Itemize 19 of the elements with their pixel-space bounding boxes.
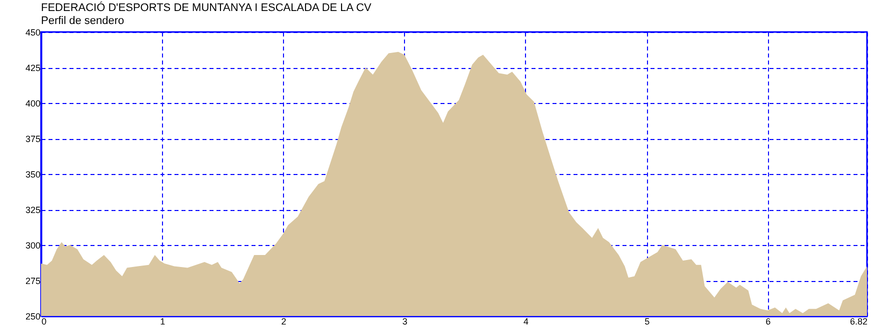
y-tick-label: 450 (25, 28, 40, 38)
x-tick-label: 5 (644, 316, 650, 326)
x-tick-label: 0 (42, 316, 47, 326)
chart-subtitle: Perfil de sendero (41, 15, 124, 27)
x-tick-label: 1 (160, 316, 166, 326)
y-tick-label: 425 (25, 63, 40, 73)
x-tick-label: 6 (766, 316, 771, 326)
x-tick-label: 2 (281, 316, 286, 326)
y-tick-label: 400 (25, 98, 40, 108)
x-tick-label: 6.82 (850, 316, 868, 326)
y-tick-label: 325 (25, 205, 40, 215)
x-tick-label: 3 (402, 316, 408, 326)
chart-title: FEDERACIÓ D'ESPORTS DE MUNTANYA I ESCALADA DE LA CV (41, 1, 372, 14)
y-tick-label: 350 (25, 170, 40, 180)
x-tick-label: 4 (523, 316, 528, 326)
y-tick-label: 275 (25, 276, 40, 286)
y-tick-label: 250 (25, 312, 40, 322)
y-tick-label: 375 (25, 134, 40, 144)
y-tick-label: 300 (25, 240, 40, 250)
